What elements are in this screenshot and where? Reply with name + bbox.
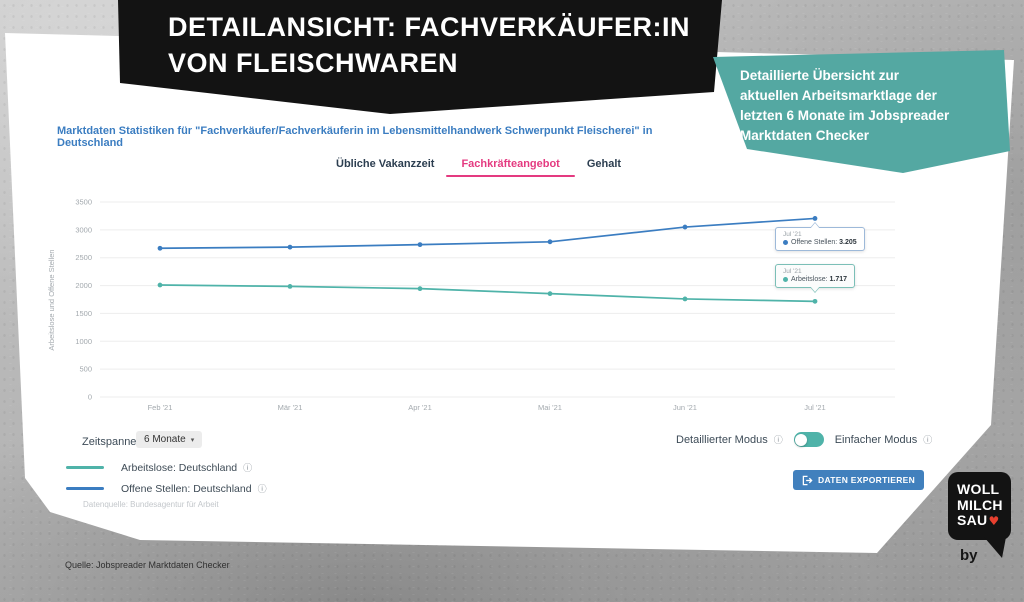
logo-line: MILCH [957, 496, 1003, 513]
heart-icon: ♥ [988, 514, 1000, 528]
legend-item-arbeitslose: Arbeitslose: Deutschland ⓘ [66, 461, 252, 474]
info-icon[interactable]: ⓘ [923, 436, 933, 446]
svg-text:Jul '21: Jul '21 [804, 403, 825, 412]
logo-speech-tail [984, 537, 1006, 558]
series-dot-teal [783, 276, 788, 282]
zeitspanne-select[interactable]: 6 Monate ▾ [136, 431, 203, 448]
tooltip-month: Jul '21 [783, 268, 802, 275]
slide-source-note: Quelle: Jobspreader Marktdaten Checker [65, 560, 230, 570]
svg-text:0: 0 [88, 393, 92, 402]
tab-uebliche-vakanzzeit[interactable]: Übliche Vakanzzeit [336, 158, 435, 170]
tooltip-label: Arbeitslose: [791, 276, 828, 283]
tooltip-label: Offene Stellen: [791, 239, 838, 246]
mode-switch-row: Detaillierter Modus ⓘ Einfacher Modus ⓘ [676, 432, 932, 447]
svg-text:3500: 3500 [75, 198, 92, 207]
export-button-label: DATEN EXPORTIEREN [818, 475, 916, 485]
info-icon[interactable]: ⓘ [243, 464, 253, 474]
tooltip-value: 1.717 [829, 276, 848, 283]
detailed-mode-label: Detaillierter Modus [676, 433, 768, 446]
legend-item-offene-stellen: Offene Stellen: Deutschland ⓘ [66, 482, 267, 495]
zeitspanne-value: 6 Monate [144, 434, 186, 445]
svg-text:Feb '21: Feb '21 [148, 403, 173, 412]
legend-label: Arbeitslose: Deutschland [121, 461, 238, 474]
zeitspanne-label: Zeitspanne [82, 436, 137, 448]
data-source-note: Datenquelle: Bundesagentur für Arbeit [83, 500, 219, 509]
svg-text:Jun '21: Jun '21 [673, 403, 697, 412]
logo-line: WOLL [957, 481, 1000, 497]
legend-label: Offene Stellen: Deutschland [121, 482, 252, 495]
svg-text:Apr '21: Apr '21 [408, 403, 432, 412]
legend-swatch-teal [66, 465, 104, 470]
wollmilchsau-logo: WOLL MILCH SAU♥ [948, 472, 1011, 540]
tooltip-value: 3.205 [839, 239, 857, 246]
chart-title: Marktdaten Statistiken für "Fachverkäufe… [57, 125, 653, 149]
svg-text:Mai '21: Mai '21 [538, 403, 562, 412]
mode-toggle[interactable] [793, 432, 824, 447]
info-icon[interactable]: ⓘ [773, 436, 783, 446]
svg-text:500: 500 [79, 365, 92, 374]
tooltip-arbeitslose: Jul '21 Arbeitslose: 1.717 [775, 264, 856, 293]
svg-text:2000: 2000 [75, 281, 92, 290]
info-icon[interactable]: ⓘ [257, 485, 267, 495]
tab-gehalt[interactable]: Gehalt [586, 158, 622, 170]
legend-swatch-blue [66, 486, 104, 491]
svg-text:1500: 1500 [75, 309, 92, 318]
tab-fachkraefteangebot[interactable]: Fachkräfteangebot [446, 158, 576, 177]
svg-text:Mär '21: Mär '21 [278, 403, 303, 412]
svg-text:1000: 1000 [75, 337, 92, 346]
svg-text:3000: 3000 [75, 225, 92, 234]
chevron-down-icon: ▾ [190, 435, 195, 444]
series-dot-blue [783, 239, 788, 245]
svg-text:Arbeitslose und Offene Stellen: Arbeitslose und Offene Stellen [47, 249, 56, 350]
tooltip-month: Jul '21 [783, 231, 802, 238]
toggle-knob [795, 433, 808, 446]
tooltip-offene-stellen: Jul '21 Offene Stellen: 3.205 [775, 222, 865, 251]
logo-line: SAU [957, 512, 988, 528]
export-icon [802, 475, 813, 485]
logo-by-text: by [960, 547, 978, 564]
simple-mode-label: Einfacher Modus [834, 433, 918, 446]
tab-bar: Übliche Vakanzzeit Fachkräfteangebot Geh… [336, 158, 622, 177]
svg-text:2500: 2500 [75, 253, 92, 262]
export-button[interactable]: DATEN EXPORTIEREN [793, 470, 925, 490]
line-chart: 0 500 1000 1500 2000 2500 3000 3500 Feb '21 Mär '… [47, 198, 895, 412]
